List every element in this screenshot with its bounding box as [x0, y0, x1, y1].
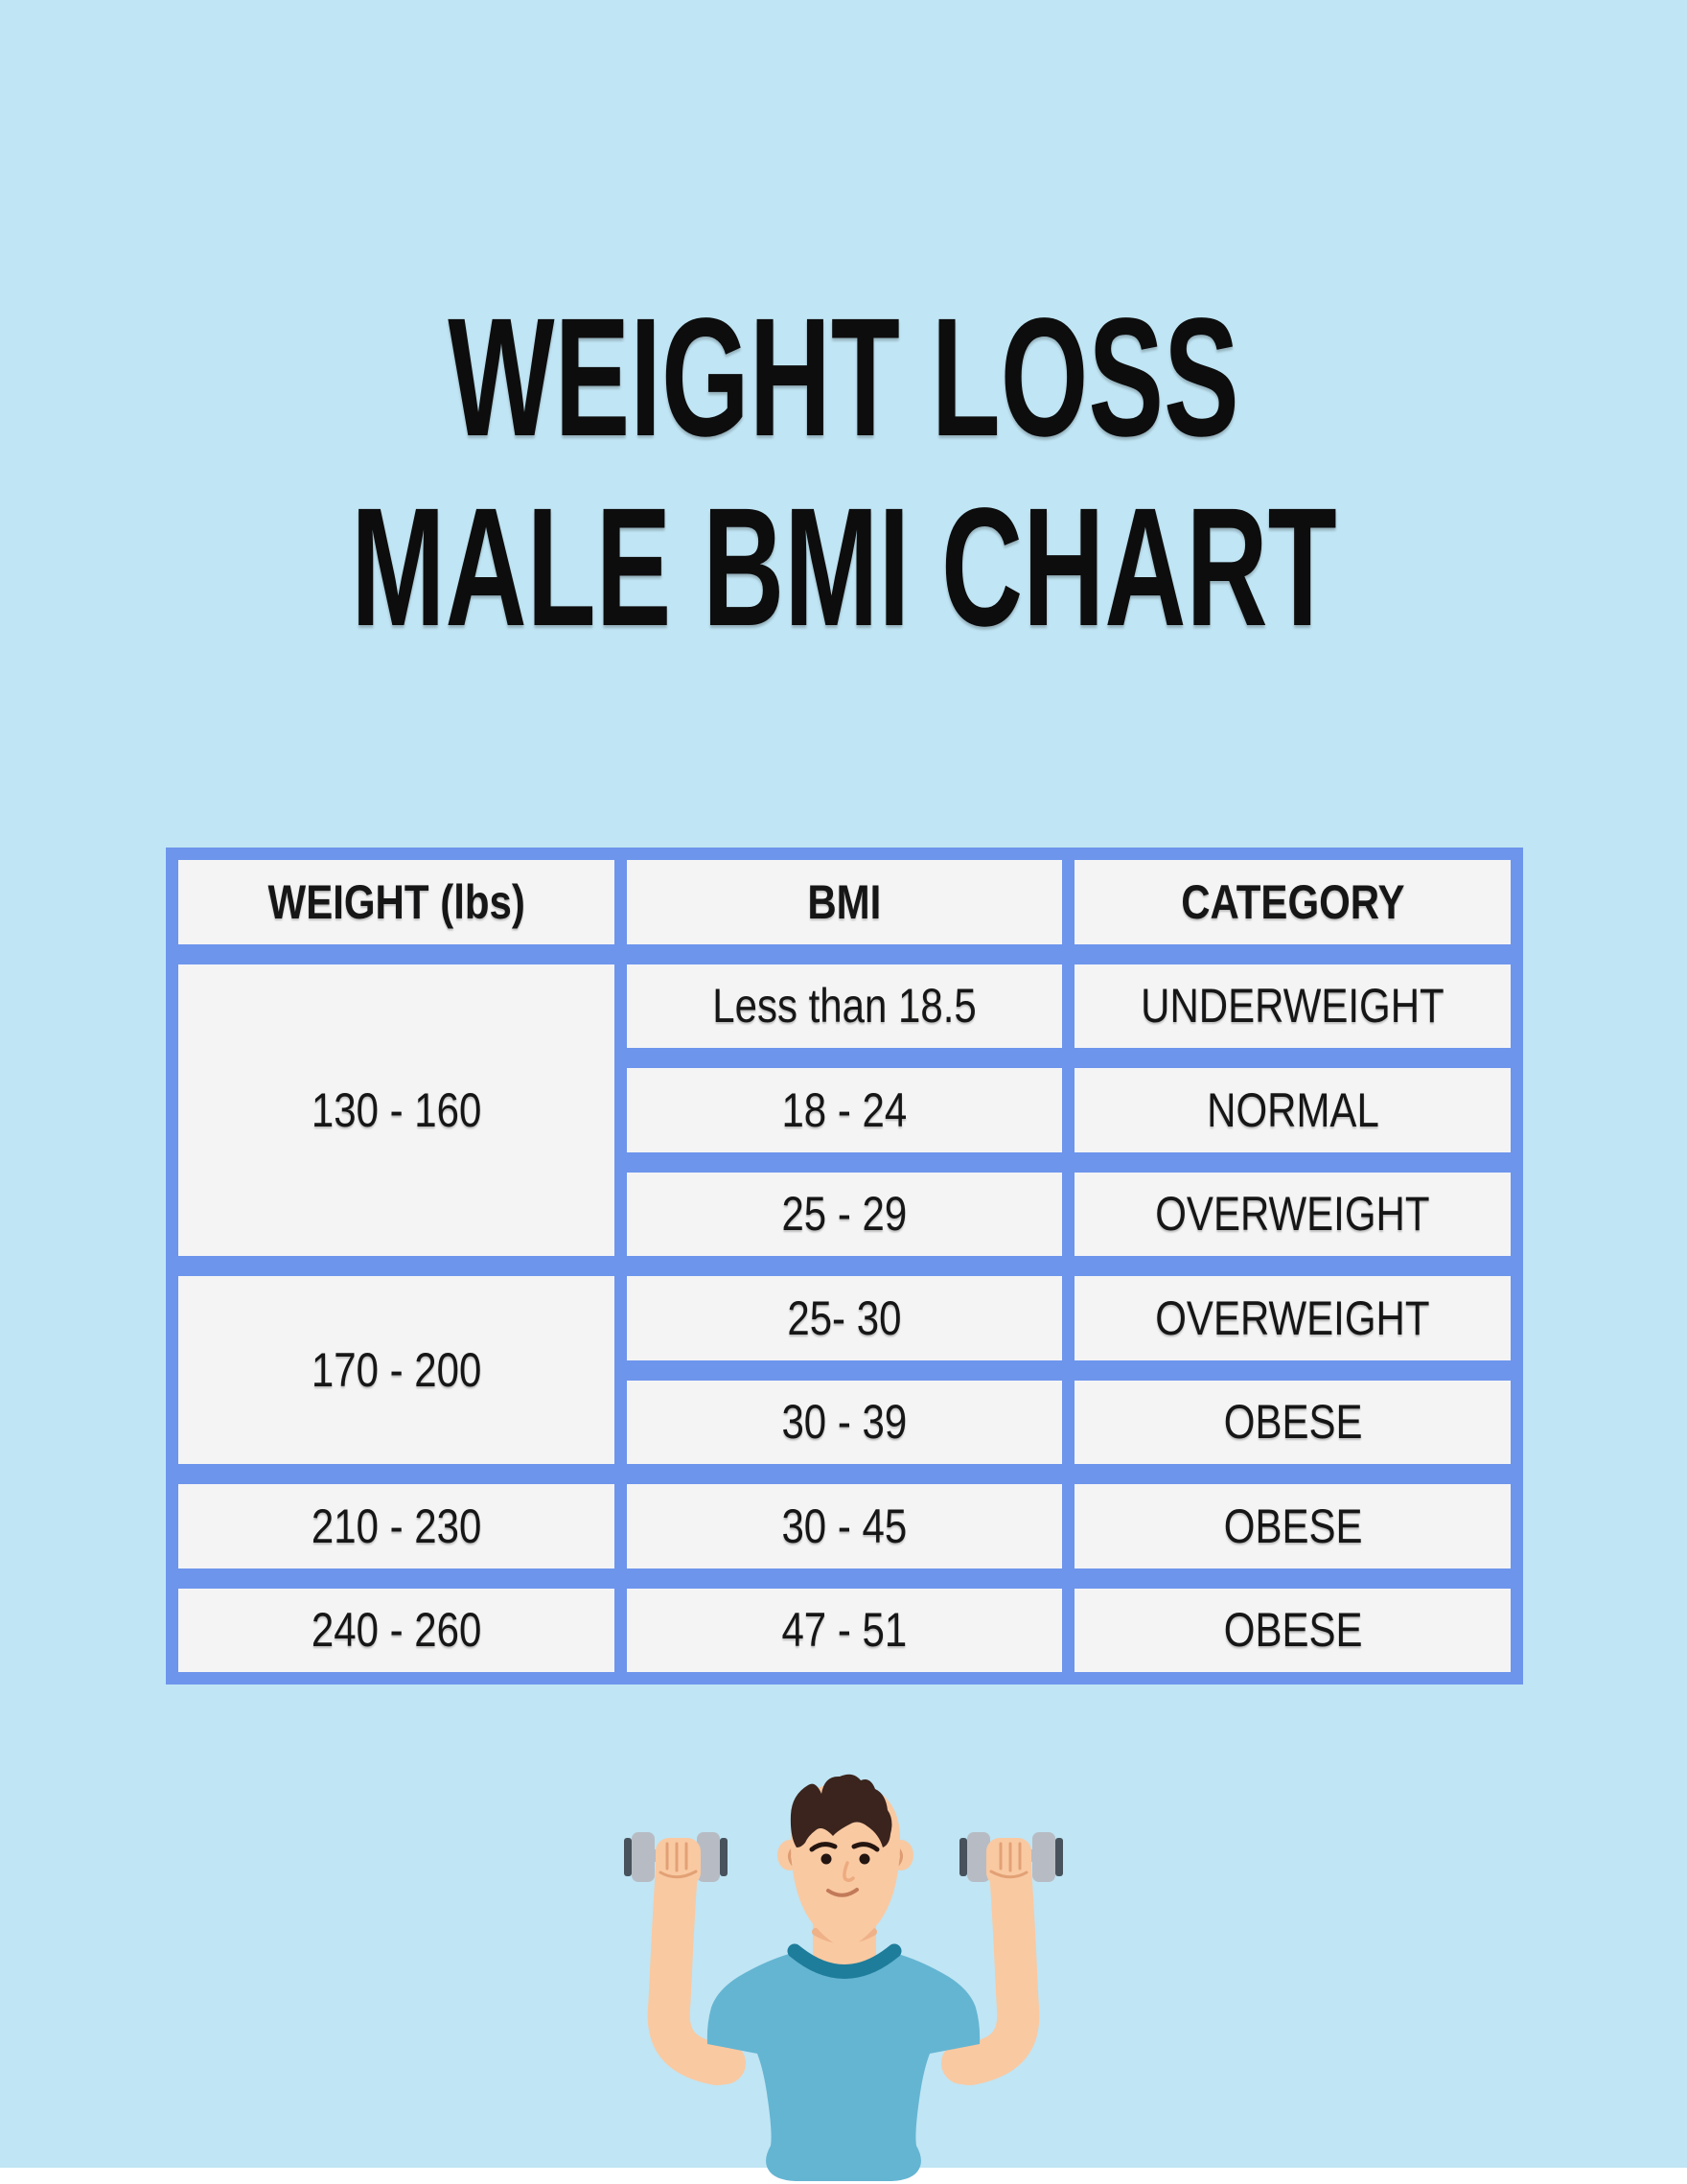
page-title-line2: MALE BMI CHART: [350, 474, 1337, 662]
bmi-cell: 25 - 29: [626, 1172, 1063, 1256]
hair: [790, 1774, 892, 1847]
category-cell: OBESE: [1075, 1588, 1511, 1672]
shirt: [706, 1943, 981, 2181]
category-cell: OBESE: [1075, 1484, 1511, 1568]
category-cell: OVERWEIGHT: [1075, 1276, 1511, 1360]
category-cell: OBESE: [1075, 1380, 1511, 1464]
category-cell: OVERWEIGHT: [1075, 1172, 1511, 1256]
weight-cell-170-200: 170 - 200: [178, 1276, 614, 1464]
column-header-bmi: BMI: [626, 860, 1063, 944]
page-title: WEIGHT LOSS MALE BMI CHART: [0, 283, 1687, 662]
shirt-collar: [787, 1943, 902, 1979]
bmi-cell: 25- 30: [626, 1276, 1063, 1360]
fist-right: [986, 1838, 1031, 1886]
male-lifting-dumbbells-illustration: [624, 1774, 1063, 2181]
bmi-cell: Less than 18.5: [626, 964, 1063, 1048]
weight-cell-210-230: 210 - 230: [178, 1484, 614, 1568]
column-header-weight: WEIGHT (lbs): [178, 860, 614, 944]
bmi-cell: 47 - 51: [626, 1588, 1063, 1672]
weight-cell-240-260: 240 - 260: [178, 1588, 614, 1672]
bmi-cell: 30 - 39: [626, 1380, 1063, 1464]
bmi-cell: 30 - 45: [626, 1484, 1063, 1568]
arms: [647, 1848, 1040, 2085]
column-header-category: CATEGORY: [1075, 860, 1511, 944]
bmi-cell: 18 - 24: [626, 1068, 1063, 1152]
category-cell: UNDERWEIGHT: [1075, 964, 1511, 1048]
page-title-line1: WEIGHT LOSS: [448, 284, 1239, 472]
bmi-table: WEIGHT (lbs) BMI CATEGORY 130 - 160 170 …: [166, 848, 1523, 1684]
fist-left: [656, 1838, 701, 1886]
weight-cell-130-160: 130 - 160: [178, 964, 614, 1256]
facial-features: [809, 1842, 880, 1897]
category-cell: NORMAL: [1075, 1068, 1511, 1152]
